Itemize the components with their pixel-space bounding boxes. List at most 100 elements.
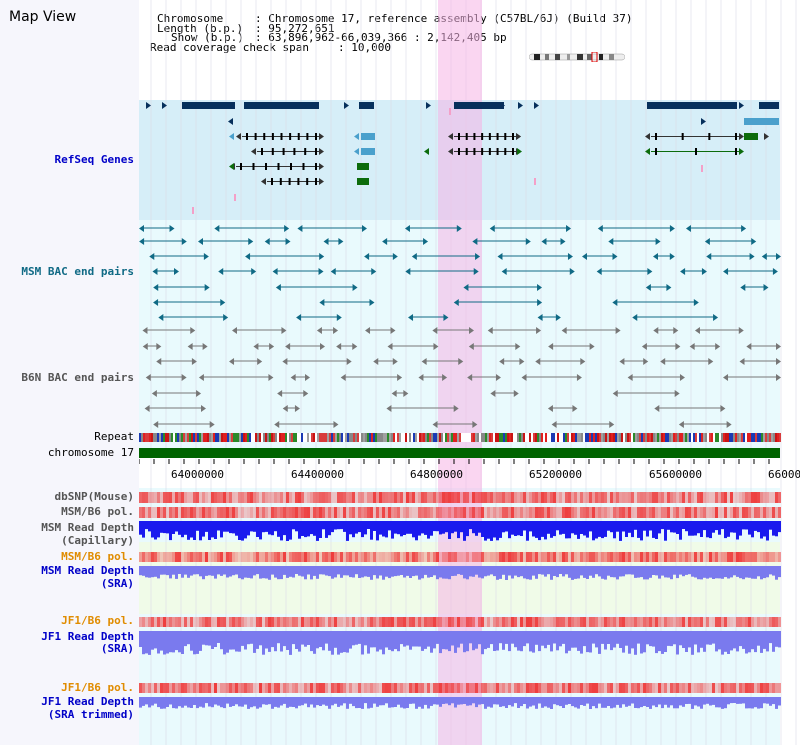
polymorphism-bin xyxy=(217,617,220,627)
read-depth-bin xyxy=(709,697,712,706)
polymorphism-bin xyxy=(688,492,691,503)
read-depth-bin xyxy=(658,631,661,652)
polymorphism-bin xyxy=(319,683,322,693)
track-label-msm-b6-pol[interactable]: MSM/B6 pol. xyxy=(61,505,134,518)
polymorphism-bin xyxy=(178,492,181,503)
read-depth-bin xyxy=(289,566,292,577)
msm-bac-pair-end xyxy=(149,253,155,260)
read-depth-bin xyxy=(475,566,478,575)
track-label-jf1-depth-sra[interactable]: JF1 Read Depth xyxy=(41,630,134,643)
read-depth-bin xyxy=(412,566,415,577)
polymorphism-bin xyxy=(460,492,463,503)
msm-bac-pair-end xyxy=(392,253,398,260)
read-depth-bin xyxy=(319,631,322,647)
repeat-segment xyxy=(465,433,467,442)
track-label-repeat[interactable]: Repeat xyxy=(94,430,134,443)
read-depth-bin xyxy=(310,631,313,652)
polymorphism-bin xyxy=(631,683,634,693)
b6n-bac-pair-end xyxy=(776,374,781,381)
track-label-msm-bac[interactable]: MSM BAC end pairs xyxy=(21,265,134,278)
read-depth-bin xyxy=(670,697,673,706)
read-depth-bin xyxy=(499,697,502,707)
polymorphism-bin xyxy=(289,552,292,562)
polymorphism-bin xyxy=(667,552,670,562)
msm-bac-pair-end xyxy=(264,238,270,245)
read-depth-bin xyxy=(664,521,667,541)
repeat-segment xyxy=(419,433,421,442)
read-depth-bin xyxy=(358,566,361,578)
polymorphism-bin xyxy=(310,617,313,627)
polymorphism-bin xyxy=(643,507,646,518)
repeat-segment xyxy=(361,433,363,442)
msm-bac-pair-end xyxy=(706,253,712,260)
msm-bac-pair-end xyxy=(443,314,449,321)
b6n-bac-pair-end xyxy=(316,327,322,334)
genome-map[interactable] xyxy=(139,0,800,745)
track-label-chromosome[interactable]: chromosome 17 xyxy=(47,446,134,459)
track-label-msm-depth-capillary[interactable]: MSM Read Depth xyxy=(41,521,134,534)
read-depth-bin xyxy=(628,697,631,706)
repeat-segment xyxy=(221,433,223,442)
polymorphism-bin xyxy=(376,507,379,518)
read-depth-bin xyxy=(619,521,622,541)
track-label-jf1-b6-pol[interactable]: JF1/B6 pol. xyxy=(61,614,134,627)
track-label-refseq[interactable]: RefSeq Genes xyxy=(54,153,134,166)
polymorphism-bin xyxy=(502,507,505,518)
track-label-b6n-bac[interactable]: B6N BAC end pairs xyxy=(21,371,134,384)
read-depth-bin xyxy=(613,566,616,578)
read-depth-bin xyxy=(382,566,385,580)
polymorphism-bin xyxy=(553,617,556,627)
read-depth-bin xyxy=(553,566,556,576)
read-depth-bin xyxy=(247,697,250,709)
read-depth-bin xyxy=(646,697,649,707)
polymorphism-bin xyxy=(736,617,739,627)
polymorphism-bin xyxy=(517,552,520,562)
strand-arrow xyxy=(516,133,521,140)
polymorphism-bin xyxy=(394,492,397,503)
polymorphism-bin xyxy=(364,507,367,518)
read-depth-bin xyxy=(658,566,661,579)
b6n-bac-pair-end xyxy=(142,343,148,350)
polymorphism-bin xyxy=(655,552,658,562)
polymorphism-bin xyxy=(547,507,550,518)
polymorphism-bin xyxy=(496,507,499,518)
track-label-jf1-depth-trim[interactable]: JF1 Read Depth xyxy=(41,695,134,708)
repeat-segment xyxy=(601,433,603,442)
feature-canvas[interactable] xyxy=(139,0,800,745)
read-depth-bin xyxy=(511,566,514,579)
polymorphism-bin xyxy=(637,617,640,627)
repeat-segment xyxy=(737,433,739,442)
polymorphism-bin xyxy=(178,617,181,627)
repeat-segment xyxy=(477,433,479,442)
track-label-msm-depth-sra[interactable]: MSM Read Depth xyxy=(41,564,134,577)
track-label-msm-b6-pol-2[interactable]: MSM/B6 pol. xyxy=(61,550,134,563)
polymorphism-bin xyxy=(616,507,619,518)
polymorphism-bin xyxy=(568,507,571,518)
msm-bac-pair-end xyxy=(319,299,325,306)
polymorphism-bin xyxy=(400,617,403,627)
polymorphism-bin xyxy=(496,617,499,627)
read-depth-bin xyxy=(277,521,280,537)
read-depth-bin xyxy=(310,697,313,705)
chromosome-ideogram[interactable] xyxy=(529,52,625,62)
msm-bac-pair-end xyxy=(296,314,302,321)
polymorphism-bin xyxy=(775,492,778,503)
b6n-bac-pair-end xyxy=(490,390,496,397)
polymorphism-bin xyxy=(544,683,547,693)
polymorphism-bin xyxy=(721,683,724,693)
msm-bac-pair-end xyxy=(497,253,503,260)
polymorphism-bin xyxy=(586,492,589,503)
track-label-jf1-b6-pol-2[interactable]: JF1/B6 pol. xyxy=(61,681,134,694)
read-depth-bin xyxy=(448,521,451,539)
read-depth-bin xyxy=(334,566,337,578)
polymorphism-bin xyxy=(472,507,475,518)
read-depth-bin xyxy=(547,631,550,645)
b6n-bac-pair-end xyxy=(467,374,473,381)
polymorphism-bin xyxy=(265,552,268,562)
b6n-bac-pair-end xyxy=(333,327,339,334)
polymorphism-bin xyxy=(403,492,406,503)
b6n-bac-pair-end xyxy=(673,327,679,334)
polymorphism-bin xyxy=(373,683,376,693)
track-label-dbsnp[interactable]: dbSNP(Mouse) xyxy=(54,490,134,503)
read-depth-bin xyxy=(268,566,271,580)
